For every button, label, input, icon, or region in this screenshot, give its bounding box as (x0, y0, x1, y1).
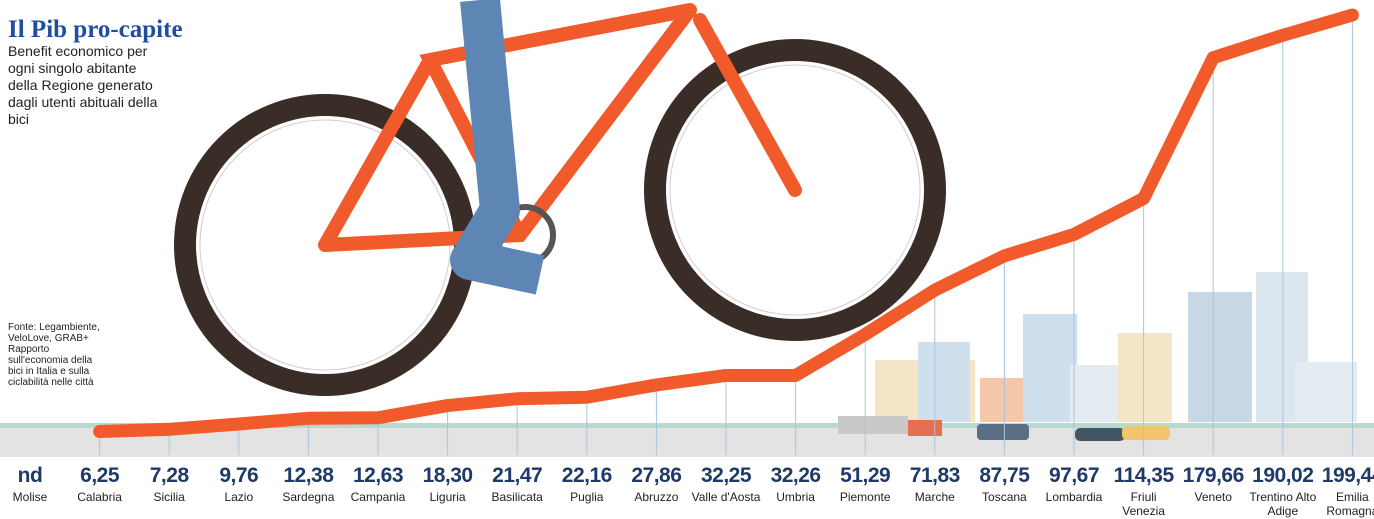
chart (0, 0, 1374, 519)
value-label: 199,44 (1312, 464, 1374, 488)
value-label: 32,25 (686, 464, 766, 488)
category-label: Lazio (203, 490, 275, 504)
value-label: 71,83 (895, 464, 975, 488)
category-label: Basilicata (481, 490, 553, 504)
category-label: Valle d'Aosta (690, 490, 762, 504)
building (1023, 314, 1077, 422)
truck (838, 416, 908, 434)
category-label: Emilia Romagna (1316, 490, 1374, 518)
chart-title: Il Pib pro-capite (8, 16, 183, 44)
car (977, 424, 1029, 440)
car (1075, 428, 1125, 441)
value-label: 12,38 (268, 464, 348, 488)
category-label: Campania (342, 490, 414, 504)
category-label: Abruzzo (620, 490, 692, 504)
category-label: Friuli Venezia Giulia (1108, 490, 1180, 519)
category-label: Umbria (760, 490, 832, 504)
building (1118, 333, 1172, 422)
frame (325, 10, 795, 245)
building (1295, 362, 1357, 422)
category-label: Calabria (64, 490, 136, 504)
category-label: Trentino Alto Adige (1247, 490, 1319, 518)
category-label: Puglia (551, 490, 623, 504)
category-label: Molise (0, 490, 66, 504)
chart-subtitle: Benefit economico per ogni singolo abita… (8, 43, 168, 128)
infographic: Il Pib pro-capite Benefit economico per … (0, 0, 1374, 519)
value-label: 12,63 (338, 464, 418, 488)
category-label: Sardegna (272, 490, 344, 504)
category-label: Piemonte (829, 490, 901, 504)
category-label: Lombardia (1038, 490, 1110, 504)
source-note: Fonte: Legambiente, VeloLove, GRAB+ Rapp… (8, 322, 108, 388)
category-label: Marche (899, 490, 971, 504)
value-label: 6,25 (60, 464, 140, 488)
value-label: 114,35 (1104, 464, 1184, 488)
value-label: 9,76 (199, 464, 279, 488)
category-label: Sicilia (133, 490, 205, 504)
value-label: 190,02 (1243, 464, 1323, 488)
category-label: Liguria (412, 490, 484, 504)
value-label: 7,28 (129, 464, 209, 488)
value-label: 87,75 (964, 464, 1044, 488)
building (1188, 292, 1252, 422)
car (1122, 426, 1170, 440)
value-label: 21,47 (477, 464, 557, 488)
value-label: 18,30 (408, 464, 488, 488)
value-label: 32,26 (756, 464, 836, 488)
value-label: 179,66 (1173, 464, 1253, 488)
truck-cab (908, 420, 942, 436)
category-label: Veneto (1177, 490, 1249, 504)
bicycle (185, 0, 935, 385)
building (918, 342, 970, 422)
value-label: 22,16 (547, 464, 627, 488)
value-label: 51,29 (825, 464, 905, 488)
value-label: 97,67 (1034, 464, 1114, 488)
category-label: Toscana (968, 490, 1040, 504)
value-label: 27,86 (616, 464, 696, 488)
